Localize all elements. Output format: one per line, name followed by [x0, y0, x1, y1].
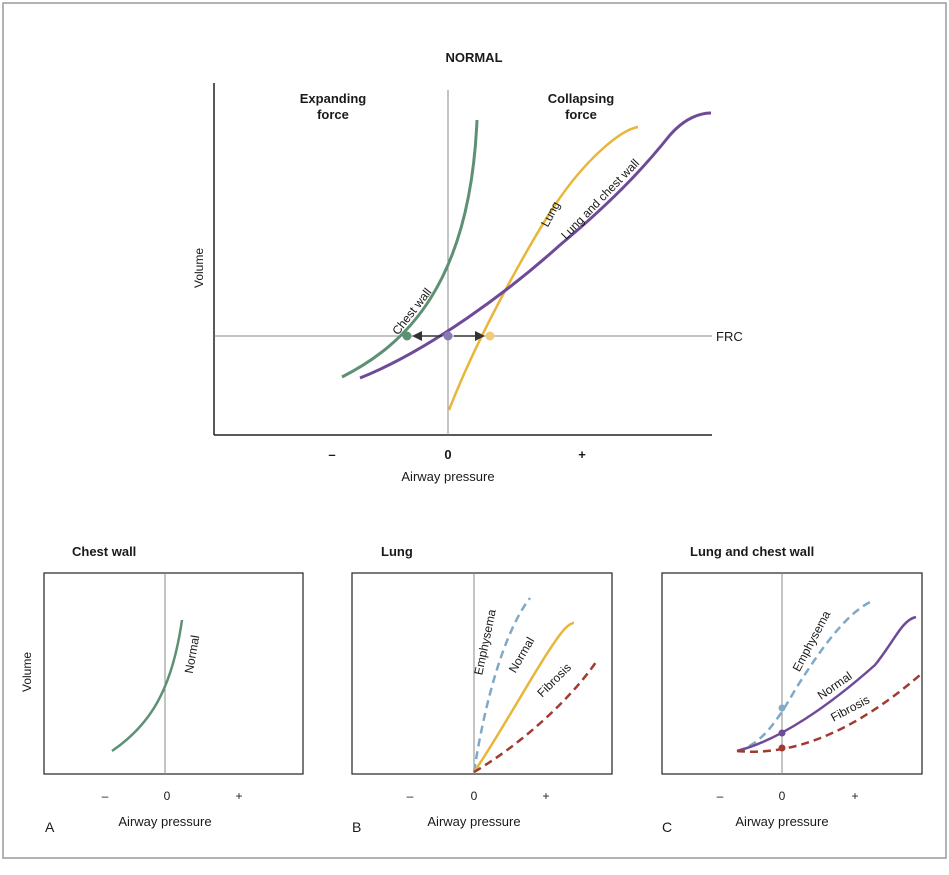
panel-c-tick-zero: 0: [779, 789, 786, 803]
main-title: NORMAL: [445, 50, 502, 65]
panel-b-letter: B: [352, 819, 361, 835]
panel-b-frame: [351, 572, 613, 775]
panel-b-tick-zero: 0: [471, 789, 478, 803]
panel-a-tick-minus: –: [102, 789, 109, 803]
panel-c-title: Lung and chest wall: [690, 544, 814, 559]
panel-b-title: Lung: [381, 544, 413, 559]
panel-b-tick-minus: –: [407, 789, 414, 803]
panel-lung-and-chest-wall: Lung and chest wall Emphysema Normal Fib…: [661, 544, 923, 835]
arrow-right-head: [475, 331, 485, 341]
panel-a-tick-plus: +: [235, 789, 242, 803]
panel-c-emphysema-curve: [736, 600, 871, 753]
main-y-label: Volume: [192, 248, 206, 288]
panel-b-emphysema-curve: [472, 597, 531, 773]
expanding-force-label-line1: Expanding: [300, 91, 367, 106]
panel-a-letter: A: [45, 819, 55, 835]
collapsing-force-label-line2: force: [565, 107, 597, 122]
panel-b-fibrosis-curve: [473, 661, 598, 774]
panel-chest-wall: Chest wall Normal Volume – 0 + A Airway …: [20, 544, 304, 835]
panel-c-normal-point: [778, 729, 786, 737]
arrow-left-head: [412, 331, 422, 341]
main-tick-plus: +: [578, 447, 586, 462]
panel-c-emphysema-point: [778, 704, 786, 712]
panel-c-normal-curve: [736, 615, 917, 753]
equilibrium-point: [443, 331, 453, 341]
main-tick-zero: 0: [444, 447, 451, 462]
panel-a-normal-label: Normal: [182, 634, 203, 675]
panel-a-title: Chest wall: [72, 544, 136, 559]
chest-wall-curve: [341, 119, 479, 379]
panel-c-letter: C: [662, 819, 672, 835]
lung-frc-point: [485, 331, 495, 341]
lung-and-chest-wall-curve: [359, 111, 712, 380]
lung-curve: [447, 125, 639, 411]
panel-a-tick-zero: 0: [164, 789, 171, 803]
main-tick-minus: –: [328, 447, 335, 462]
panel-a-normal-curve: [111, 619, 184, 753]
panel-b-tick-plus: +: [542, 789, 549, 803]
panel-c-x-label: Airway pressure: [735, 814, 828, 829]
panel-b-x-label: Airway pressure: [427, 814, 520, 829]
panel-b-normal-curve: [472, 621, 575, 773]
panel-c-tick-plus: +: [851, 789, 858, 803]
panel-c-tick-minus: –: [717, 789, 724, 803]
panel-a-frame: [43, 572, 304, 775]
main-x-label: Airway pressure: [401, 469, 494, 484]
collapsing-force-label-line1: Collapsing: [548, 91, 615, 106]
panel-c-fibrosis-curve: [736, 674, 921, 753]
panel-lung: Lung Emphysema Normal Fibrosis – 0 + B A…: [351, 544, 613, 835]
expanding-force-label-line2: force: [317, 107, 349, 122]
panel-a-x-label: Airway pressure: [118, 814, 211, 829]
frc-label: FRC: [716, 329, 743, 344]
panel-c-frame: [661, 572, 923, 775]
panel-c-fibrosis-point: [778, 744, 786, 752]
chest-wall-frc-point: [402, 331, 412, 341]
panel-a-y-label: Volume: [20, 652, 34, 692]
